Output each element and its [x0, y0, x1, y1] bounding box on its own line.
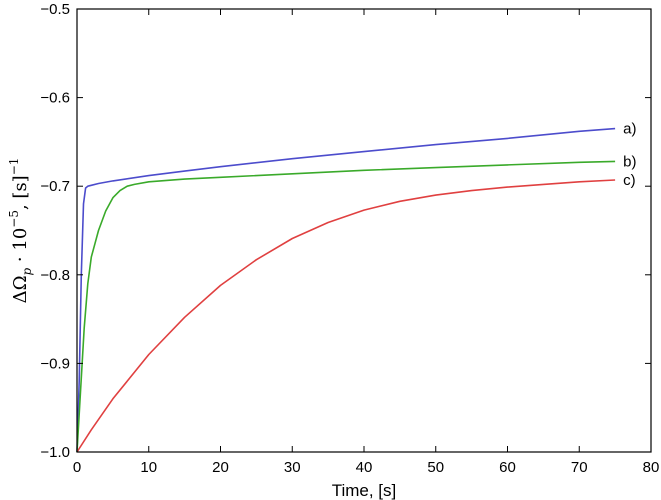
series-end-label: c) [623, 172, 636, 189]
x-tick-label: 10 [140, 459, 157, 476]
x-tick-label: 60 [499, 459, 516, 476]
series-labels: a) b) c) [623, 121, 636, 189]
x-tick-label: 20 [212, 459, 229, 476]
series-line [76, 127, 616, 453]
y-tick-label: −0.7 [40, 178, 70, 195]
y-axis-title-subscript: p [20, 267, 34, 275]
y-tick-label: −1.0 [40, 444, 70, 461]
x-tick-label: 80 [643, 459, 660, 476]
series-end-label: b) [623, 153, 636, 170]
y-axis-title-prefix: ΔΩ [10, 275, 31, 303]
series-layer [76, 127, 616, 453]
y-axis-title-exponent: −5 [7, 210, 21, 228]
y-tick-label: −0.9 [40, 355, 70, 372]
y-axis-title-middle: · 10 [10, 228, 31, 268]
plot-frame [76, 8, 652, 453]
y-tick-label: −0.8 [40, 267, 70, 284]
x-tick-label: 70 [571, 459, 588, 476]
x-tick-label: 40 [356, 459, 373, 476]
x-axis-title: Time, [s] [332, 481, 397, 500]
y-axis-title: ΔΩp · 10−5, [s]−1 [7, 158, 34, 304]
y-axis-title-unit-exponent: −1 [7, 158, 21, 176]
x-tick-label: 30 [284, 459, 301, 476]
y-axis-title-unit: , [s] [10, 175, 31, 210]
y-tick-label: −0.6 [40, 90, 70, 107]
ticks-layer: 0 10 20 30 40 50 60 70 80 −1.0 −0.9 −0.8 −0.7 −0.6 −0.… [40, 1, 659, 476]
series-line [76, 160, 616, 453]
x-tick-label: 50 [427, 459, 444, 476]
y-tick-label: −0.5 [40, 1, 70, 18]
series-end-label: a) [623, 121, 636, 138]
series-line [76, 179, 616, 453]
x-tick-label: 0 [73, 459, 81, 476]
